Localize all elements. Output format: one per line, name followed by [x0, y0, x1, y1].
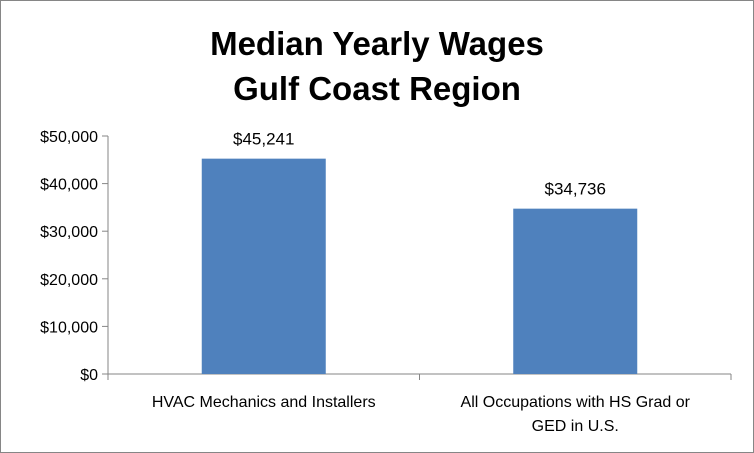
x-category-label: GED in U.S. — [532, 418, 619, 435]
labels: $45,241 HVAC Mechanics and Installers $34,… — [152, 130, 691, 435]
y-tick-label: $10,000 — [40, 319, 98, 336]
y-tick-label: $50,000 — [40, 129, 98, 146]
chart-title-line-1: Median Yearly Wages — [210, 25, 544, 62]
data-label: $34,736 — [545, 180, 606, 199]
y-tick-label: $0 — [80, 367, 98, 384]
bars — [201, 158, 638, 374]
x-category-label: HVAC Mechanics and Installers — [152, 394, 376, 411]
chart-title-line-2: Gulf Coast Region — [233, 70, 521, 107]
bar — [201, 158, 326, 374]
y-tick-label: $20,000 — [40, 272, 98, 289]
x-category-label: All Occupations with HS Grad or — [461, 394, 691, 411]
bar — [513, 208, 638, 374]
chart-title: Median Yearly Wages Gulf Coast Region — [210, 25, 544, 107]
y-tick-label: $40,000 — [40, 177, 98, 194]
data-label: $45,241 — [233, 130, 294, 149]
y-tick-label: $30,000 — [40, 224, 98, 241]
